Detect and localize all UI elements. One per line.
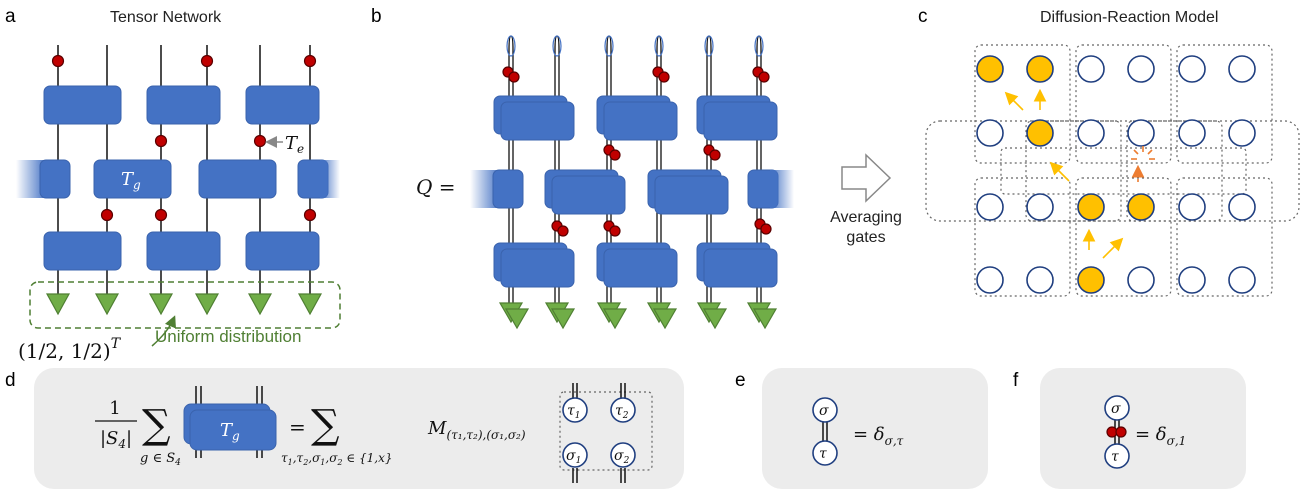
panel-c-letter: c (918, 6, 928, 27)
empty-site (1228, 266, 1256, 294)
wire-loop (506, 35, 516, 57)
gate-block (146, 85, 221, 125)
arrow-label-line1: Averaging (830, 209, 902, 226)
gate-block (245, 85, 320, 125)
empty-site (1228, 55, 1256, 83)
panel-e: e σ τ = δσ,τ (735, 368, 988, 489)
empty-site (1127, 266, 1155, 294)
panel-b-boundary-triangles (498, 302, 778, 330)
wire-loop (552, 35, 562, 57)
panel-a-letter: a (5, 6, 16, 27)
empty-site (1178, 266, 1206, 294)
averaging-arrow: Averaging gates (830, 153, 902, 246)
occupied-site (1026, 119, 1054, 147)
panel-b-letter: b (371, 6, 382, 27)
empty-site (1178, 55, 1206, 83)
f-node-sigma: σ (1111, 401, 1121, 417)
fraction-numerator: 1 (109, 398, 120, 419)
panel-a-title: Tensor Network (110, 9, 222, 26)
panel-f: f σ τ = δσ,1 (1013, 368, 1246, 489)
occupied-site (1026, 55, 1054, 83)
arrow-label-line2: gates (846, 229, 885, 246)
panel-c-sites (976, 55, 1256, 294)
sum-symbol: ∑ (142, 402, 171, 448)
empty-site (1178, 119, 1206, 147)
empty-site (976, 193, 1004, 221)
occupied-site (1077, 266, 1105, 294)
edge-label-te: Te (285, 133, 304, 156)
empty-site (1228, 193, 1256, 221)
panel-c-hop-arrows (1004, 88, 1145, 259)
gate-block (43, 85, 122, 125)
panel-c: c Diffusion-Reaction Model (918, 6, 1300, 297)
empty-site (1178, 193, 1206, 221)
wire-loop (654, 35, 664, 57)
empty-site (1077, 119, 1105, 147)
gate-block (245, 231, 320, 271)
panel-c-dotted-groups (925, 44, 1300, 297)
panel-d: d 1 |S4| ∑ g ∈ S4 Tg = ∑ τ1,τ2,σ1,σ2 ∈ {… (5, 368, 684, 489)
occupied-site (1077, 193, 1105, 221)
panel-e-letter: e (735, 370, 746, 391)
gate-block (39, 159, 71, 199)
panel-f-letter: f (1013, 370, 1019, 391)
uniform-pointer-arrow (151, 315, 176, 347)
empty-site (1026, 266, 1054, 294)
equals-sign: = (289, 415, 306, 439)
q-equals-label: Q = (416, 175, 456, 199)
panel-a-gates (16, 85, 340, 271)
empty-site (1228, 119, 1256, 147)
panel-b: b Q = (371, 6, 794, 330)
gate-block (198, 159, 277, 199)
panel-f-background (1040, 368, 1246, 489)
panel-a-boundary-triangles (45, 293, 323, 316)
avg-gate-front (189, 409, 277, 451)
hollow-right-arrow (841, 153, 892, 203)
annihilation-burst-icon (1131, 146, 1155, 160)
wire-loop (604, 35, 614, 57)
gate-block (146, 231, 221, 271)
panel-b-gates (470, 95, 794, 288)
f-node-tau: τ (1111, 449, 1119, 465)
rhs-sum-symbol: ∑ (311, 402, 340, 448)
panel-d-letter: d (5, 370, 16, 391)
e-node-tau: τ (819, 446, 827, 462)
empty-site (976, 266, 1004, 294)
rhs-sum-subscript: τ1,τ2,σ1,σ2 ∈ {1,x} (281, 451, 393, 467)
gate-block-tg (93, 159, 172, 199)
e-node-sigma: σ (819, 403, 829, 419)
wire-loop (754, 35, 764, 57)
sum-subscript: g ∈ S4 (140, 451, 181, 468)
occupied-site (1127, 193, 1155, 221)
panel-a-edge-dots (51, 54, 317, 222)
panel-a: a Tensor Network Tg (5, 6, 341, 363)
gate-block-fade-right (320, 160, 340, 198)
fraction-denominator: |S4| (100, 428, 132, 451)
uniform-distribution-note: Uniform distribution (155, 327, 301, 346)
uniform-vector-label: (1/2, 1/2)T (18, 336, 122, 363)
boundary-dashed-box (29, 281, 341, 329)
empty-site (976, 119, 1004, 147)
mini-lattice: τ1 τ2 σ1 σ2 (559, 383, 653, 483)
wire-loop (704, 35, 714, 57)
empty-site (1026, 193, 1054, 221)
panel-b-edge-dots (502, 66, 772, 237)
panel-b-double-wires (506, 35, 764, 312)
occupied-site (976, 55, 1004, 83)
gate-block (43, 231, 122, 271)
empty-site (1077, 55, 1105, 83)
empty-site (1127, 119, 1155, 147)
panel-c-title: Diffusion-Reaction Model (1040, 9, 1218, 26)
empty-site (1127, 55, 1155, 83)
